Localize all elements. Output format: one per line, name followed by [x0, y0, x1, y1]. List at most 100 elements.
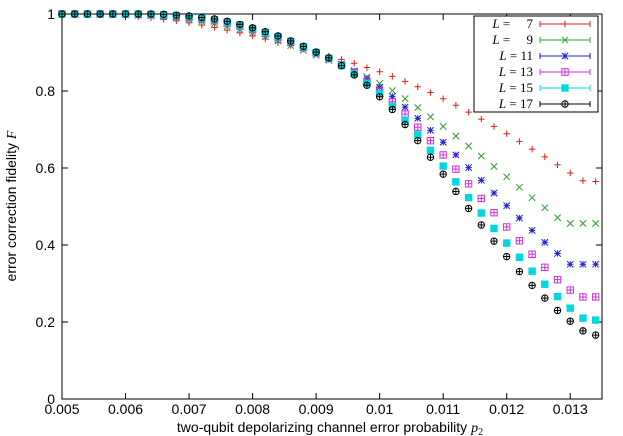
data-point	[325, 54, 333, 62]
data-point	[439, 122, 447, 130]
data-point-cross	[427, 154, 434, 161]
data-point	[477, 221, 485, 229]
data-point	[503, 173, 511, 181]
data-point	[553, 249, 562, 258]
x-tick-label: 0.013	[553, 401, 588, 417]
data-point	[414, 83, 421, 90]
data-point	[591, 331, 600, 339]
legend-marker	[561, 36, 569, 44]
data-point	[566, 260, 574, 268]
data-point-cross	[325, 54, 333, 62]
data-point	[159, 10, 168, 19]
data-point-cross	[160, 11, 167, 18]
x-axis-symbol: p	[470, 421, 478, 436]
data-point	[249, 32, 256, 40]
x-tick-label: 0.007	[172, 401, 207, 417]
data-point	[503, 202, 511, 210]
data-point-cross	[211, 15, 218, 23]
data-point-cross	[363, 82, 371, 89]
data-point	[541, 280, 549, 288]
data-point-cross	[262, 28, 269, 35]
data-point	[465, 108, 472, 116]
data-point	[134, 10, 142, 18]
data-point	[528, 267, 536, 275]
data-point	[376, 68, 383, 75]
data-point	[426, 136, 435, 145]
data-point	[427, 89, 434, 96]
data-point	[248, 24, 257, 32]
data-point	[147, 10, 155, 18]
legend-marker	[561, 20, 569, 28]
data-point	[490, 208, 498, 217]
data-point	[515, 253, 524, 262]
data-point	[350, 71, 358, 79]
data-point	[439, 95, 447, 102]
data-point	[490, 189, 498, 197]
data-point	[579, 314, 587, 322]
data-point	[452, 132, 460, 140]
data-point	[541, 204, 549, 212]
legend-label: L = 7	[491, 16, 533, 31]
data-point	[236, 29, 244, 37]
data-point	[210, 15, 219, 23]
data-point	[567, 169, 574, 177]
legend-entry: L = 17	[498, 96, 591, 111]
data-point	[414, 123, 422, 131]
x-tick-label: 0.008	[235, 401, 270, 417]
data-point	[464, 180, 473, 188]
data-point	[541, 263, 549, 272]
data-point	[579, 177, 587, 184]
data-point-cross	[198, 14, 205, 21]
data-point	[401, 110, 409, 118]
data-point	[287, 37, 295, 45]
data-point-cross	[147, 10, 155, 18]
data-point	[465, 142, 473, 150]
data-point-cross	[452, 188, 460, 195]
data-point	[363, 81, 371, 89]
data-point	[566, 304, 574, 312]
data-point	[579, 327, 587, 335]
legend-marker	[561, 100, 569, 108]
data-point	[553, 306, 562, 315]
data-point	[515, 183, 523, 191]
data-point	[426, 153, 435, 161]
data-point	[337, 61, 346, 70]
data-point	[503, 252, 511, 261]
legend-box	[473, 15, 599, 113]
data-point	[515, 267, 524, 276]
data-point	[96, 10, 104, 18]
data-point	[401, 78, 409, 85]
data-point-cross	[567, 318, 574, 325]
data-point-cross	[236, 21, 244, 28]
x-tick-label: 0.009	[299, 401, 334, 417]
y-tick-label: 0.8	[36, 83, 56, 99]
y-axis-symbol: F	[5, 130, 20, 140]
data-point	[426, 146, 435, 154]
data-point-cross	[579, 327, 587, 335]
data-point-cross	[376, 93, 383, 100]
data-point	[591, 316, 600, 324]
data-point-cross	[528, 282, 536, 289]
data-point	[198, 21, 205, 29]
data-point	[426, 126, 435, 134]
data-point	[490, 123, 498, 130]
data-point	[351, 60, 358, 67]
data-point	[541, 294, 549, 302]
legend-marker-cross	[561, 100, 569, 108]
data-point	[401, 103, 409, 111]
data-point	[528, 281, 536, 290]
data-point	[299, 42, 308, 51]
data-point-cross	[389, 106, 396, 113]
data-point	[490, 224, 498, 233]
y-tick-label: 0.6	[36, 160, 56, 176]
data-point-cross	[84, 10, 91, 18]
data-point	[426, 113, 435, 121]
x-axis-symbol-subscript: 2	[478, 427, 483, 436]
legend-entry: L = 11	[498, 48, 591, 63]
data-point-cross	[300, 43, 307, 50]
data-point-cross	[122, 10, 129, 18]
data-point	[541, 153, 549, 161]
data-point-cross	[541, 294, 549, 302]
data-point	[261, 28, 269, 36]
